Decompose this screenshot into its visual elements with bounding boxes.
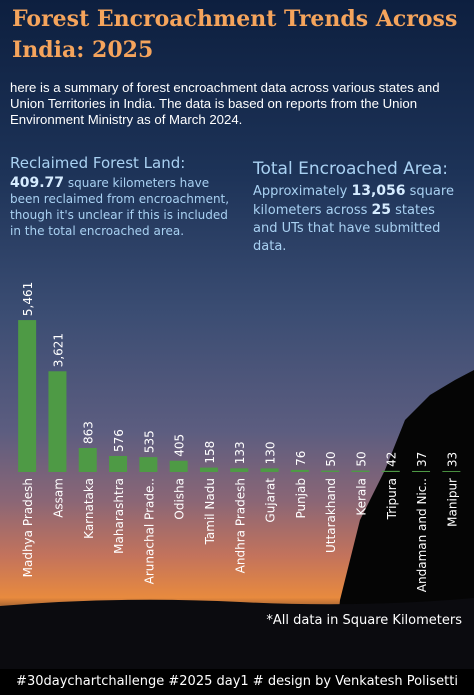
reclaimed-heading: Reclaimed Forest Land: [10, 154, 186, 172]
bar [199, 467, 218, 472]
value-label: 130 [264, 441, 278, 464]
reclaimed-panel: Reclaimed Forest Land: 409.77 square kil… [10, 155, 230, 239]
x-tick-label: Arunachal Prade.. [142, 478, 156, 584]
bar [290, 469, 309, 472]
value-label: 50 [354, 451, 368, 466]
bar [442, 471, 461, 472]
value-label: 133 [233, 441, 247, 464]
total-middle: square kilometers across [253, 184, 454, 218]
x-tick-label: Manipur [445, 478, 459, 527]
value-label: 37 [415, 452, 429, 467]
value-label: 405 [173, 434, 187, 457]
x-tick-label: Assam [51, 478, 65, 518]
value-label: 535 [142, 430, 156, 453]
x-tick-label: Kerala [354, 478, 368, 516]
bar [321, 470, 340, 472]
x-tick-label: Uttarakhand [324, 478, 338, 553]
x-tick-label: Tamil Nadu [203, 478, 217, 545]
total-panel: Total Encroached Area: Approximately 13,… [253, 160, 463, 256]
x-tick-label: Karnataka [82, 478, 96, 539]
value-label: 5,461 [21, 282, 35, 316]
x-tick-label: Madhya Pradesh [21, 478, 35, 577]
bar [351, 470, 370, 472]
bar [18, 320, 37, 472]
x-tick-label: Maharashtra [112, 478, 126, 554]
bar [412, 470, 431, 472]
reclaimed-value: 409.77 [10, 175, 65, 191]
intro: here is a summary of forest encroachment… [10, 80, 440, 127]
value-label: 158 [203, 441, 217, 464]
footer: #30daychartchallenge #2025 day1 # design… [0, 669, 474, 695]
note: *All data in Square Kilometers [266, 613, 462, 628]
bar [109, 455, 128, 472]
value-label: 3,621 [51, 333, 65, 367]
x-tick-label: Gujarat [264, 478, 278, 523]
bar [139, 457, 158, 472]
x-tick-label: Odisha [173, 478, 187, 520]
title: Forest Encroachment Trends Across India:… [12, 6, 458, 63]
x-tick-label: Andhra Pradesh [233, 478, 247, 573]
bar [230, 468, 249, 472]
bar [260, 468, 279, 472]
total-count: 25 [371, 202, 392, 218]
total-heading: Total Encroached Area: [253, 159, 449, 179]
x-tick-label: Andaman and Nic.. [415, 478, 429, 592]
value-label: 33 [445, 452, 459, 467]
reclaimed-text: square kilometers have been reclaimed fr… [10, 176, 230, 238]
bar [78, 447, 97, 472]
x-tick-label: Punjab [294, 478, 308, 519]
bar [169, 460, 188, 472]
total-prefix: Approximately [253, 184, 352, 199]
x-tick-label: Tripura [385, 478, 399, 520]
value-label: 50 [324, 451, 338, 466]
value-label: 863 [82, 421, 96, 444]
value-label: 42 [385, 452, 399, 467]
value-label: 76 [294, 451, 308, 466]
value-label: 576 [112, 429, 126, 452]
bar [381, 470, 400, 472]
bar [48, 371, 67, 472]
total-value: 13,056 [351, 183, 406, 199]
total-suffix: states and UTs that have submitted data. [253, 203, 441, 254]
